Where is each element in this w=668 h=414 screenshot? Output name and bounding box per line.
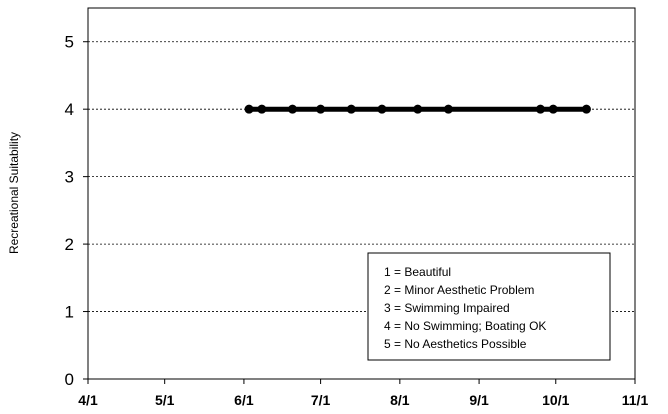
data-point — [287, 104, 297, 114]
legend-box — [367, 252, 611, 361]
data-point — [316, 104, 326, 114]
x-tick-label: 7/1 — [311, 392, 331, 408]
x-tick-label: 8/1 — [390, 392, 410, 408]
series-layer — [244, 104, 591, 114]
x-tick-label: 5/1 — [155, 392, 175, 408]
x-tick-label: 6/1 — [234, 392, 254, 408]
legend-entry: 3 = Swimming Impaired — [384, 301, 510, 315]
legend-entry: 4 = No Swimming; Boating OK — [384, 319, 546, 333]
legend-entry: 5 = No Aesthetics Possible — [384, 337, 527, 351]
data-point — [244, 104, 254, 114]
x-tick-label: 9/1 — [469, 392, 489, 408]
data-point — [346, 104, 356, 114]
y-tick-label: 4 — [65, 100, 74, 119]
legend: 1 = Beautiful 2 = Minor Aesthetic Proble… — [367, 252, 611, 361]
data-point — [377, 104, 387, 114]
data-point — [257, 104, 267, 114]
data-point — [443, 104, 453, 114]
y-axis-ticks: 0 1 2 3 4 5 — [65, 33, 88, 389]
legend-entry: 1 = Beautiful — [384, 265, 451, 279]
x-tick-label: 11/1 — [622, 392, 649, 408]
plot-area-border — [87, 7, 636, 380]
data-point — [413, 104, 423, 114]
y-tick-label: 5 — [65, 33, 74, 52]
x-tick-label: 10/1 — [542, 392, 569, 408]
data-point — [581, 104, 591, 114]
y-tick-label: 0 — [65, 370, 74, 389]
data-point — [535, 104, 545, 114]
y-axis-label: Recreational Suitability — [7, 132, 21, 254]
x-axis-ticks: 4/1 5/1 6/1 7/1 8/1 9/1 10/1 11/1 — [78, 379, 648, 408]
y-tick-label: 2 — [65, 235, 74, 254]
legend-entry: 2 = Minor Aesthetic Problem — [384, 283, 534, 297]
x-tick-label: 4/1 — [78, 392, 98, 408]
y-tick-label: 3 — [65, 168, 74, 187]
data-point — [548, 104, 558, 114]
y-tick-label: 1 — [65, 303, 74, 322]
